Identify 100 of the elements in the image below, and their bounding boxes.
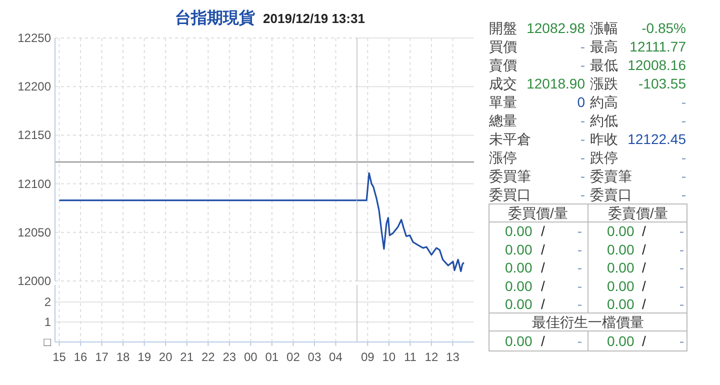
text: - xyxy=(681,112,686,128)
y-tick-label: □ xyxy=(44,335,52,349)
text: - xyxy=(577,223,582,239)
chart-subtitle: 2019/12/19 13:31 xyxy=(263,11,365,26)
text: 委賣口 xyxy=(590,186,632,202)
text: / xyxy=(642,223,646,239)
text: - xyxy=(580,168,586,184)
text: 開盤 xyxy=(489,20,517,36)
text: 總量 xyxy=(488,112,517,128)
text: - xyxy=(679,223,684,239)
text: -0.85% xyxy=(642,20,686,36)
x-tick-label: 20 xyxy=(158,350,173,364)
text: 12008.16 xyxy=(628,57,686,73)
y-tick-label: 12250 xyxy=(18,31,52,45)
text: - xyxy=(580,186,586,202)
text: 約高 xyxy=(590,94,618,110)
y-tick-label: 12200 xyxy=(18,80,52,94)
text: 12082.98 xyxy=(526,20,586,36)
x-tick-label: 21 xyxy=(180,350,194,364)
x-tick-label: 19 xyxy=(138,350,152,364)
text: / xyxy=(541,296,545,312)
text: 12018.90 xyxy=(526,76,586,92)
text: - xyxy=(681,168,686,184)
x-tick-label: 00 xyxy=(244,350,258,364)
text: - xyxy=(679,260,684,276)
y-tick-label: 1 xyxy=(44,315,52,329)
text: - xyxy=(580,112,586,128)
text: 跌停 xyxy=(590,150,618,166)
text: 委買口 xyxy=(489,186,531,202)
text: 0.00 xyxy=(505,223,532,239)
text: - xyxy=(577,241,582,258)
text: 0 xyxy=(577,94,586,110)
text: 委買價/量 xyxy=(508,205,568,221)
x-tick-label: 23 xyxy=(222,350,236,364)
text: 委買筆 xyxy=(489,168,531,184)
text: 成交 xyxy=(489,76,517,92)
text: 0.00 xyxy=(505,260,532,276)
x-tick-label: 11 xyxy=(404,350,417,364)
text: - xyxy=(580,131,586,147)
x-tick-label: 01 xyxy=(265,350,279,364)
text: 0.00 xyxy=(505,241,532,258)
x-tick-label: 03 xyxy=(308,350,322,364)
text: 0.00 xyxy=(607,260,634,276)
x-tick-label: 16 xyxy=(74,350,88,364)
x-tick-label: 18 xyxy=(116,350,130,364)
text: 單量 xyxy=(489,94,517,110)
text: 0.00 xyxy=(607,241,634,258)
x-tick-label: 15 xyxy=(52,350,66,364)
text: 0.00 xyxy=(505,296,532,312)
y-tick-label: 12000 xyxy=(18,274,52,288)
chart-title: 台指期現貨 xyxy=(175,9,256,27)
text: - xyxy=(681,186,686,202)
text: 0.00 xyxy=(505,278,532,294)
text: 漲停 xyxy=(489,150,517,166)
y-tick-label: 2 xyxy=(44,295,52,309)
text: 昨收 xyxy=(590,131,618,147)
text: - xyxy=(577,278,582,294)
text: / xyxy=(541,278,545,294)
text: 0.00 xyxy=(607,278,634,294)
text: 漲幅 xyxy=(590,20,618,36)
x-tick-label: 04 xyxy=(329,350,343,364)
text: - xyxy=(577,333,582,349)
text: 最高 xyxy=(590,38,618,54)
text: - xyxy=(577,260,582,276)
text: - xyxy=(681,150,686,166)
x-tick-label: 12 xyxy=(424,350,438,364)
text: 約低 xyxy=(590,112,618,128)
text: 委賣筆 xyxy=(590,168,632,184)
text: / xyxy=(642,296,646,312)
text: 最低 xyxy=(590,57,618,73)
text: - xyxy=(679,278,684,294)
text: / xyxy=(541,260,545,276)
text: - xyxy=(679,296,684,312)
text: 買價 xyxy=(489,38,517,54)
text: 賣價 xyxy=(489,57,517,73)
text: 最佳衍生一檔價量 xyxy=(532,314,644,330)
x-tick-label: 13 xyxy=(446,350,460,364)
x-tick-label: 09 xyxy=(360,350,375,364)
text: 12122.45 xyxy=(628,131,686,147)
text: / xyxy=(642,333,646,349)
text: / xyxy=(541,223,545,239)
text: - xyxy=(679,241,684,258)
text: - xyxy=(577,296,582,312)
x-tick-label: 10 xyxy=(382,350,396,364)
text: - xyxy=(679,333,684,349)
text: - xyxy=(580,150,586,166)
text: / xyxy=(541,333,545,349)
text: 漲跌 xyxy=(590,76,618,92)
text: - xyxy=(580,57,586,73)
x-tick-label: 02 xyxy=(286,350,300,364)
text: 未平倉 xyxy=(489,131,531,147)
x-tick-label: 22 xyxy=(201,350,216,364)
text: - xyxy=(580,38,586,54)
y-tick-label: 12100 xyxy=(18,176,52,191)
text: -103.55 xyxy=(638,76,686,92)
y-tick-label: 12050 xyxy=(18,225,52,240)
text: 0.00 xyxy=(607,333,634,349)
text: 0.00 xyxy=(505,333,532,349)
text: / xyxy=(541,241,545,258)
text: 0.00 xyxy=(607,223,634,239)
